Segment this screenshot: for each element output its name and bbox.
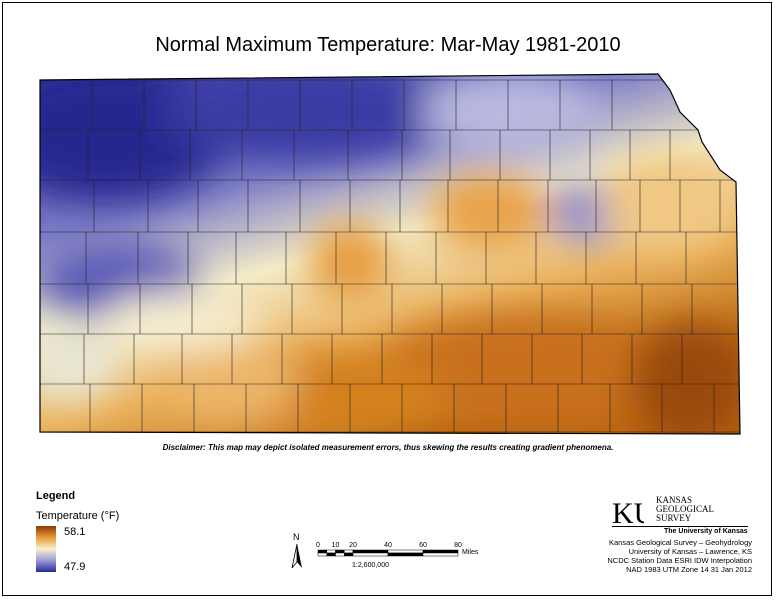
scale-block [422,549,459,554]
scale-block [335,552,345,557]
scale-tick-label: 40 [384,542,392,549]
legend-min-value: 47.9 [64,561,86,573]
north-label: N [293,532,300,542]
map-title: Normal Maximum Temperature: Mar-May 1981… [155,34,621,56]
legend-color-ramp [36,526,56,572]
scale-block [326,552,336,557]
scale-block [344,552,354,557]
ku-org-name: KANSAS GEOLOGICAL SURVEY [656,495,714,523]
scale-block [344,549,354,554]
kansas-temperature-map [39,73,741,435]
logo-divider [612,526,748,527]
scale-block [335,549,345,554]
scale-tick-label: 10 [332,542,340,549]
scale-unit-label: Miles [462,549,479,556]
scale-block [317,552,327,557]
ku-logo-icon: KU [612,497,644,529]
scale-tick-label: 20 [349,542,357,549]
scale-block [326,549,336,554]
scale-block [422,552,459,557]
scale-block [387,552,424,557]
legend-variable: Temperature (°F) [36,510,120,522]
scale-bar: 0 10 20 40 60 80 Miles [310,540,490,567]
legend-heading: Legend [36,490,76,502]
scale-tick-label: 0 [316,542,320,549]
county-boundaries [40,79,740,433]
scale-block [352,552,389,557]
scale-block [352,549,389,554]
scale-block [317,549,327,554]
state-outline [39,73,741,435]
north-arrow-icon [291,543,302,569]
map-credits: Kansas Geological Survey – Geohydrology … [607,538,752,574]
disclaimer-text: Disclaimer: This map may depict isolated… [162,443,614,452]
scale-block [387,549,424,554]
ku-university-name: The University of Kansas [664,528,748,535]
legend-max-value: 58.1 [64,526,86,538]
scale-tick-label: 80 [454,542,462,549]
temperature-surface [40,74,740,434]
svg-text:KU: KU [612,497,644,529]
scale-tick-label: 60 [419,542,427,549]
scale-ratio: 1:2,600,000 [352,562,389,569]
